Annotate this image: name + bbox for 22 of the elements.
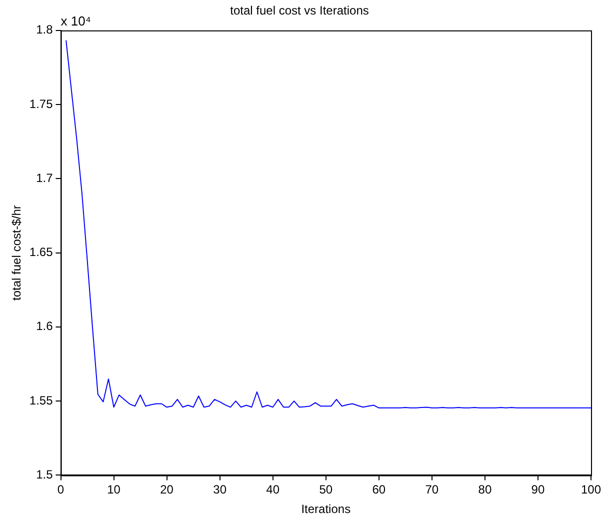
- x-tick-label: 20: [160, 482, 174, 497]
- x-tick-label: 60: [372, 482, 386, 497]
- text: x 10⁴: [60, 13, 91, 28]
- chart-title: total fuel cost vs Iterations: [230, 4, 369, 18]
- y-tick-label: 1.75: [29, 96, 54, 111]
- y-axis-title: total fuel cost-$/hr: [10, 205, 24, 300]
- y-tick-label: 1.55: [29, 393, 54, 408]
- y-tick-label: 1.8: [36, 22, 54, 37]
- x-tick-label: 0: [57, 482, 64, 497]
- x-tick-label: 70: [425, 482, 439, 497]
- x-tick-label: 40: [266, 482, 280, 497]
- x-tick-label: 50: [319, 482, 333, 497]
- y-tick-label: 1.5: [36, 468, 54, 482]
- y-tick-label: 1.65: [29, 245, 54, 260]
- x-axis-title: Iterations: [301, 502, 351, 516]
- y-tick-label: 1.7: [36, 170, 54, 185]
- x-tick-label: 90: [531, 482, 545, 497]
- x-tick-label: 10: [107, 482, 121, 497]
- x-tick-label: 30: [213, 482, 227, 497]
- y-tick-label: 1.6: [36, 319, 54, 334]
- x-tick-label: 100: [580, 482, 602, 497]
- x-tick-label: 80: [478, 482, 492, 497]
